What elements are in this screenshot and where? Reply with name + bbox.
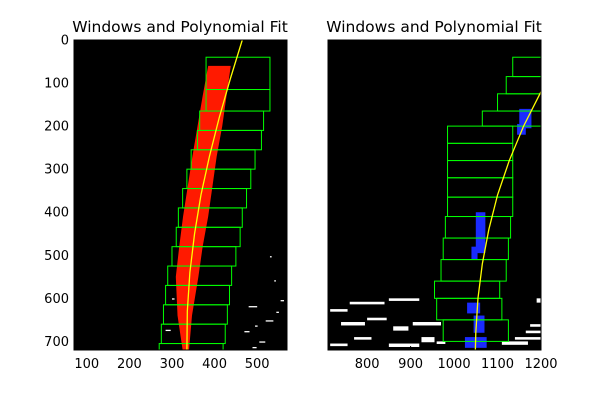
noise-pixel bbox=[165, 329, 171, 332]
noise-pixel bbox=[536, 298, 541, 303]
x-tick-label: 800 bbox=[355, 357, 380, 372]
panel-left-ticks: 100 200 300 400 500 0 100 200 300 400 500 600 700 bbox=[44, 34, 287, 372]
noise-pixel bbox=[252, 346, 257, 349]
noise-pixel bbox=[259, 341, 266, 343]
noise-pixel bbox=[421, 337, 435, 343]
noise-pixel bbox=[265, 320, 274, 322]
y-tick-label: 0 bbox=[61, 34, 69, 49]
panel-left-title: Windows and Polynomial Fit bbox=[72, 18, 288, 36]
noise-pixel bbox=[341, 322, 365, 326]
x-tick-label: 100 bbox=[74, 357, 99, 372]
x-tick-label: 300 bbox=[160, 357, 185, 372]
y-tick-label: 100 bbox=[44, 77, 69, 92]
noise-pixel bbox=[367, 317, 387, 321]
x-tick-label: 400 bbox=[202, 357, 227, 372]
panel-right-title: Windows and Polynomial Fit bbox=[326, 18, 542, 36]
lane-pixel-blob bbox=[475, 212, 486, 254]
x-tick-label: 200 bbox=[117, 357, 142, 372]
panel-left-axes-frame bbox=[73, 39, 288, 351]
noise-pixel bbox=[276, 311, 279, 313]
y-tick-label: 700 bbox=[44, 335, 69, 350]
panel-right-axes-frame bbox=[327, 39, 542, 351]
noise-pixel bbox=[436, 341, 446, 344]
noise-pixel bbox=[248, 306, 258, 308]
lane-pixel-blob bbox=[471, 246, 478, 260]
panel-left: Windows and Polynomial Fit 100 200 300 400 5… bbox=[44, 18, 288, 372]
noise-pixel bbox=[244, 331, 250, 333]
lane-pixel-blob bbox=[467, 302, 481, 314]
noise-pixel bbox=[171, 298, 175, 300]
y-tick-label: 500 bbox=[44, 249, 69, 264]
noise-pixel bbox=[412, 322, 442, 326]
polynomial-fit-line bbox=[474, 91, 541, 350]
lane-pixel-blob bbox=[517, 123, 526, 135]
noise-pixel bbox=[349, 301, 385, 305]
search-window bbox=[158, 343, 224, 350]
noise-pixel bbox=[388, 298, 420, 301]
y-tick-label: 400 bbox=[44, 206, 69, 221]
noise-pixel bbox=[354, 337, 372, 340]
noise-pixel bbox=[330, 309, 348, 312]
noise-pixel bbox=[501, 341, 528, 345]
noise-pixel bbox=[393, 326, 409, 331]
noise-pixel bbox=[388, 343, 420, 347]
search-window bbox=[481, 110, 541, 127]
panel-right-fit bbox=[474, 91, 541, 350]
panel-left-noise-pixels bbox=[165, 256, 285, 349]
panel-left-windows bbox=[158, 56, 271, 350]
panel-left-plot bbox=[158, 40, 285, 350]
panel-right-ticks: 800 900 1000 1100 1200 bbox=[355, 40, 558, 372]
x-tick-label: 1100 bbox=[481, 357, 514, 372]
noise-pixel bbox=[255, 325, 258, 327]
lane-pixel-blob bbox=[473, 315, 485, 333]
polynomial-fit-line bbox=[186, 40, 243, 350]
noise-pixel bbox=[330, 343, 348, 347]
x-tick-label: 900 bbox=[398, 357, 423, 372]
panel-right-plot bbox=[330, 56, 541, 350]
panel-left-fit bbox=[186, 40, 243, 350]
y-tick-label: 300 bbox=[44, 163, 69, 178]
x-tick-label: 1000 bbox=[438, 357, 471, 372]
noise-pixel bbox=[525, 330, 541, 334]
y-tick-label: 200 bbox=[44, 120, 69, 135]
noise-pixel bbox=[274, 280, 276, 282]
panel-right: Windows and Polynomial Fit 800 900 1000 110… bbox=[326, 18, 558, 372]
panel-right-noise-pixels bbox=[330, 298, 541, 347]
x-tick-label: 500 bbox=[245, 357, 270, 372]
noise-pixel bbox=[269, 256, 272, 258]
noise-pixel bbox=[530, 324, 541, 327]
y-tick-label: 600 bbox=[44, 292, 69, 307]
lane-pixel-blob bbox=[519, 108, 532, 129]
noise-pixel bbox=[280, 300, 285, 302]
x-tick-label: 1200 bbox=[524, 357, 557, 372]
noise-pixel bbox=[514, 337, 541, 340]
